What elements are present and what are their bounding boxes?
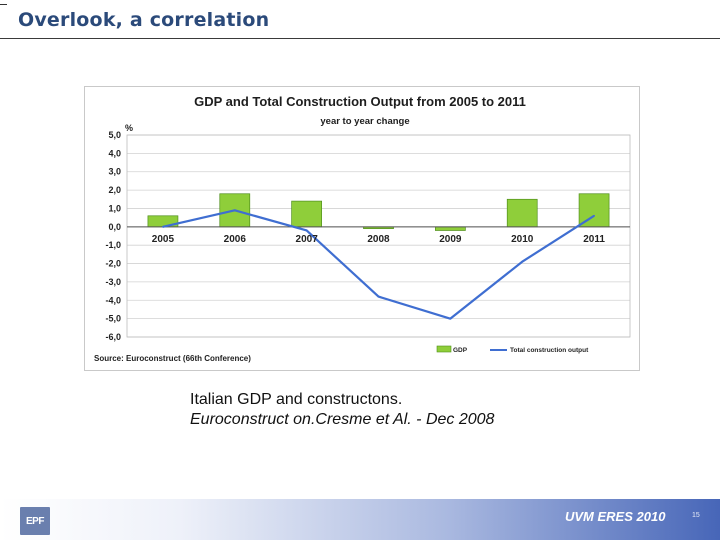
construction-point-2006 bbox=[233, 209, 236, 212]
y-tick-label: 1,0 bbox=[108, 203, 121, 213]
x-tick-label: 2010 bbox=[511, 234, 534, 245]
x-tick-label: 2007 bbox=[296, 234, 319, 245]
construction-point-2007 bbox=[305, 229, 308, 232]
chart-caption: Italian GDP and constructons. Euroconstr… bbox=[190, 390, 494, 430]
corner-mark bbox=[0, 4, 7, 5]
x-tick-label: 2005 bbox=[152, 234, 175, 245]
legend-construction-label: Total construction output bbox=[510, 347, 589, 354]
construction-point-2011 bbox=[593, 214, 595, 217]
title-divider bbox=[0, 38, 720, 39]
chart-title: GDP and Total Construction Output from 2… bbox=[194, 94, 526, 109]
gdp-bar-2009 bbox=[435, 226, 466, 231]
y-tick-label: -1,0 bbox=[105, 240, 121, 250]
legend-gdp-swatch bbox=[436, 345, 452, 353]
construction-point-2010 bbox=[521, 260, 524, 263]
y-tick-label: 2,0 bbox=[108, 185, 121, 195]
y-tick-label: -5,0 bbox=[105, 314, 121, 324]
y-tick-label: -2,0 bbox=[105, 259, 121, 269]
legend-gdp-label: GDP bbox=[453, 347, 468, 354]
y-axis-label: % bbox=[125, 123, 133, 133]
y-tick-label: 5,0 bbox=[108, 130, 121, 140]
y-tick-label: -3,0 bbox=[105, 277, 121, 287]
gdp-bar-2007 bbox=[291, 200, 322, 228]
x-tick-label: 2006 bbox=[224, 234, 247, 245]
slide-title: Overlook, a correlation bbox=[18, 9, 270, 31]
caption-line-1: Italian GDP and constructons. bbox=[190, 391, 403, 408]
y-tick-label: 0,0 bbox=[108, 222, 121, 232]
y-tick-label: -6,0 bbox=[105, 332, 121, 342]
footer-conference-text: UVM ERES 2010 bbox=[565, 509, 666, 524]
construction-point-2005 bbox=[162, 225, 164, 228]
x-tick-label: 2008 bbox=[367, 234, 390, 245]
construction-point-2008 bbox=[377, 295, 380, 298]
y-tick-label: 4,0 bbox=[108, 148, 121, 158]
x-tick-label: 2011 bbox=[583, 234, 605, 245]
chart-subtitle: year to year change bbox=[320, 116, 409, 127]
footer-band bbox=[0, 499, 720, 540]
x-tick-label: 2009 bbox=[439, 234, 462, 245]
plot-border bbox=[126, 134, 631, 338]
gdp-bar-2010 bbox=[506, 198, 538, 228]
epf-logo: EPF bbox=[20, 507, 50, 535]
chart: GDP and Total Construction Output from 2… bbox=[94, 94, 631, 363]
chart-frame: GDP and Total Construction Output from 2… bbox=[84, 86, 640, 371]
y-tick-label: -4,0 bbox=[105, 295, 121, 305]
y-tick-label: 3,0 bbox=[108, 167, 121, 177]
construction-point-2009 bbox=[449, 317, 452, 320]
page-number: 15 bbox=[692, 512, 700, 519]
chart-source: Source: Euroconstruct (66th Conference) bbox=[94, 354, 251, 363]
caption-line-2: Euroconstruct on.Cresme et Al. - Dec 200… bbox=[190, 411, 495, 428]
